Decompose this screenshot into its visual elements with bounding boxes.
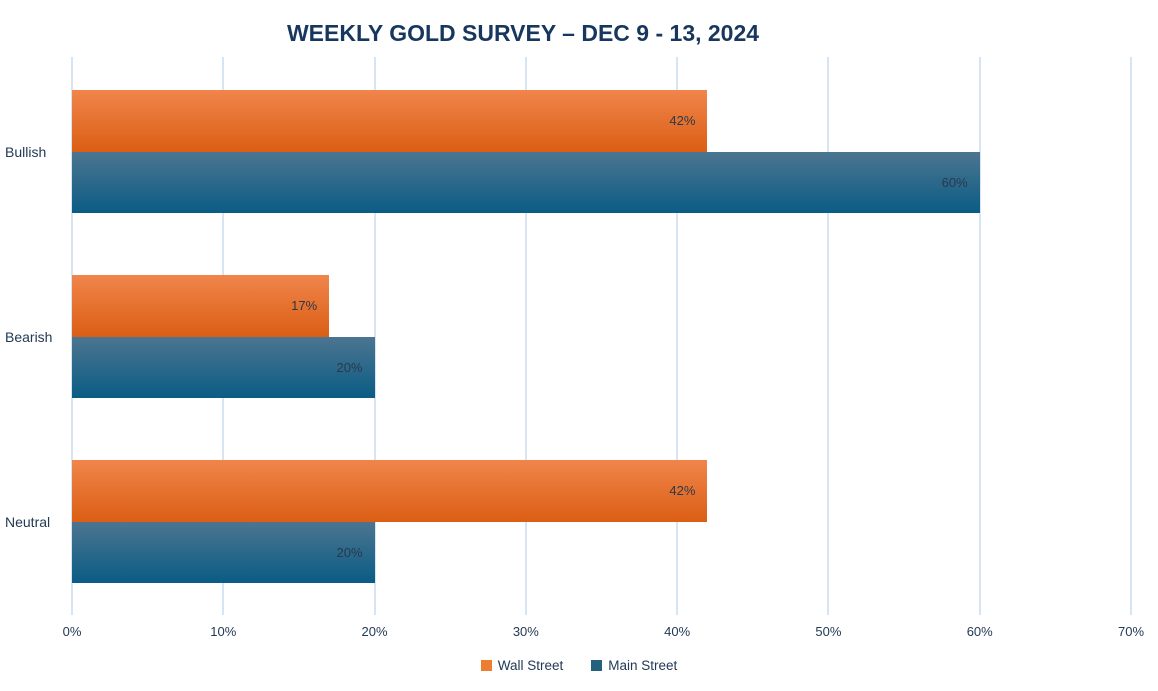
x-tick-label: 30% — [512, 624, 539, 639]
x-tick-label: 40% — [664, 624, 691, 639]
legend-label: Main Street — [608, 658, 678, 673]
x-tick-label: 50% — [815, 624, 842, 639]
legend-item-wall-street: Wall Street — [480, 658, 564, 673]
category-label-bearish: Bearish — [5, 328, 53, 345]
bar-value-label: 20% — [336, 544, 363, 560]
x-tick-label: 70% — [1117, 624, 1145, 639]
x-tick-label: 20% — [361, 624, 388, 639]
legend-label: Wall Street — [497, 658, 564, 673]
bar-value-label: 20% — [336, 359, 363, 375]
bar-value-label: 60% — [941, 174, 968, 190]
bar-wall-street-bearish: 17% — [72, 275, 330, 337]
bar-group-bearish: 17% 20% — [72, 275, 1131, 398]
bar-wall-street-neutral: 42% — [72, 460, 708, 522]
bar-value-label: 42% — [669, 483, 696, 499]
bar-main-street-neutral: 20% — [72, 521, 375, 583]
category-label-neutral: Neutral — [5, 513, 51, 530]
x-tick-label: 10% — [210, 624, 237, 639]
bar-value-label: 42% — [669, 113, 696, 129]
bar-value-label: 17% — [291, 298, 318, 314]
bar-main-street-bearish: 20% — [72, 336, 375, 398]
y-axis-category-labels: Bullish Bearish Neutral — [0, 0, 72, 691]
category-label-bullish: Bullish — [5, 143, 47, 160]
plot-area: 42% 60% 17% 20% 42% 20% — [71, 57, 1132, 615]
legend-swatch-icon — [591, 660, 603, 671]
x-tick-label: 0% — [62, 624, 82, 639]
legend: Wall Street Main Street — [0, 658, 1158, 673]
gridline — [373, 57, 376, 615]
gridline — [978, 57, 981, 615]
chart-title: WEEKLY GOLD SURVEY – DEC 9 - 13, 2024 — [286, 20, 760, 46]
bar-wall-street-bullish: 42% — [72, 90, 708, 152]
bar-group-bullish: 42% 60% — [72, 90, 1131, 213]
gridline — [1130, 57, 1132, 615]
gridline — [676, 57, 679, 615]
gridline — [524, 57, 527, 615]
x-axis-tick-labels: 0% 10% 20% 30% 40% 50% 60% 70% — [0, 624, 1158, 642]
x-tick-label: 60% — [966, 624, 993, 639]
legend-swatch-icon — [480, 660, 492, 671]
legend-item-main-street: Main Street — [591, 658, 677, 673]
bar-main-street-bullish: 60% — [72, 151, 980, 213]
gridline — [827, 57, 830, 615]
bar-group-neutral: 42% 20% — [72, 460, 1131, 583]
